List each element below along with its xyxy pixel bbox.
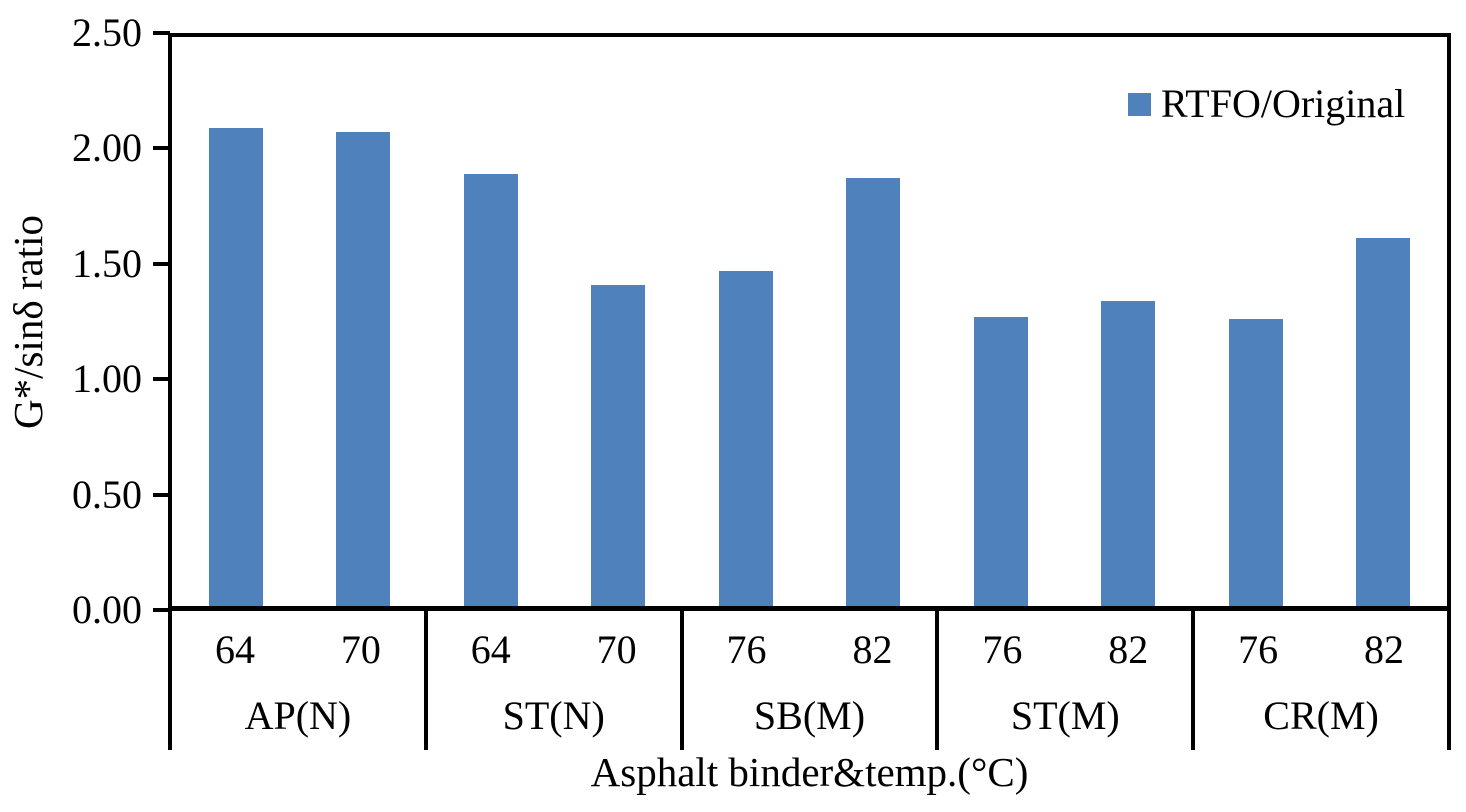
x-temp-label: 76 xyxy=(726,626,767,672)
legend-label: RTFO/Original xyxy=(1161,81,1406,126)
legend-marker-swatch xyxy=(1128,92,1151,116)
x-group-label: SB(M) xyxy=(753,693,866,738)
bar xyxy=(1356,238,1410,610)
y-tick-label: 0.00 xyxy=(72,587,142,632)
bar xyxy=(209,128,263,610)
bar xyxy=(591,285,645,610)
bar xyxy=(719,271,773,610)
x-group-cell: 76 82 CR(M) xyxy=(1195,610,1451,750)
x-temp-row: 76 82 xyxy=(939,610,1191,678)
x-group-cell: 64 70 AP(N) xyxy=(172,610,428,750)
x-axis-table: 64 70 AP(N) 64 70 ST(N) 76 82 SB(M) 76 82 ST(M) 76 82… xyxy=(168,610,1451,750)
x-temp-row: 76 82 xyxy=(1195,610,1447,678)
y-axis-tick xyxy=(153,31,170,35)
bar xyxy=(846,178,900,610)
bar xyxy=(974,317,1028,610)
x-temp-row: 64 70 xyxy=(428,610,680,678)
x-temp-label: 70 xyxy=(596,626,637,672)
x-temp-label: 64 xyxy=(214,626,255,672)
y-tick-label: 2.00 xyxy=(72,125,142,171)
y-tick-label: 0.50 xyxy=(72,471,142,517)
y-axis-line xyxy=(168,33,172,610)
plot-area xyxy=(172,33,1447,610)
x-temp-label: 82 xyxy=(1364,626,1405,672)
y-axis-tick xyxy=(153,377,170,382)
x-group-cell: 76 82 ST(M) xyxy=(939,610,1196,750)
x-group-label: ST(N) xyxy=(502,693,605,738)
x-axis-line xyxy=(168,606,1451,611)
x-group-label: AP(N) xyxy=(244,693,352,738)
y-tick-label: 2.50 xyxy=(72,10,142,55)
x-temp-label: 64 xyxy=(470,626,511,672)
x-temp-row: 76 82 xyxy=(684,610,936,678)
x-temp-label: 82 xyxy=(1108,626,1149,672)
y-tick-label: 1.00 xyxy=(72,356,142,402)
x-temp-label: 76 xyxy=(982,626,1023,672)
plot-border-top xyxy=(168,33,1451,37)
y-axis-tick xyxy=(153,492,170,497)
bar xyxy=(1101,301,1155,610)
x-axis-title: Asphalt binder&temp.(°C) xyxy=(590,749,1029,795)
x-group-cell: 64 70 ST(N) xyxy=(428,610,684,750)
x-group-label: ST(M) xyxy=(1010,693,1120,738)
plot-border-right xyxy=(1447,33,1451,610)
x-temp-label: 82 xyxy=(852,626,893,672)
x-group-cell: 76 82 SB(M) xyxy=(684,610,940,750)
legend: RTFO/Original xyxy=(1128,82,1405,126)
x-temp-label: 70 xyxy=(340,626,381,672)
y-axis-tick xyxy=(153,146,170,151)
x-temp-row: 64 70 xyxy=(172,610,424,678)
x-group-label: CR(M) xyxy=(1263,693,1379,738)
y-axis-title: G*/sinδ ratio xyxy=(2,33,54,610)
y-tick-label: 1.50 xyxy=(72,240,142,286)
bar xyxy=(1229,319,1283,610)
y-axis-tick xyxy=(153,608,170,612)
bar xyxy=(336,132,390,610)
y-axis-tick xyxy=(153,261,170,266)
x-temp-label: 76 xyxy=(1238,626,1279,672)
bar xyxy=(464,174,518,610)
